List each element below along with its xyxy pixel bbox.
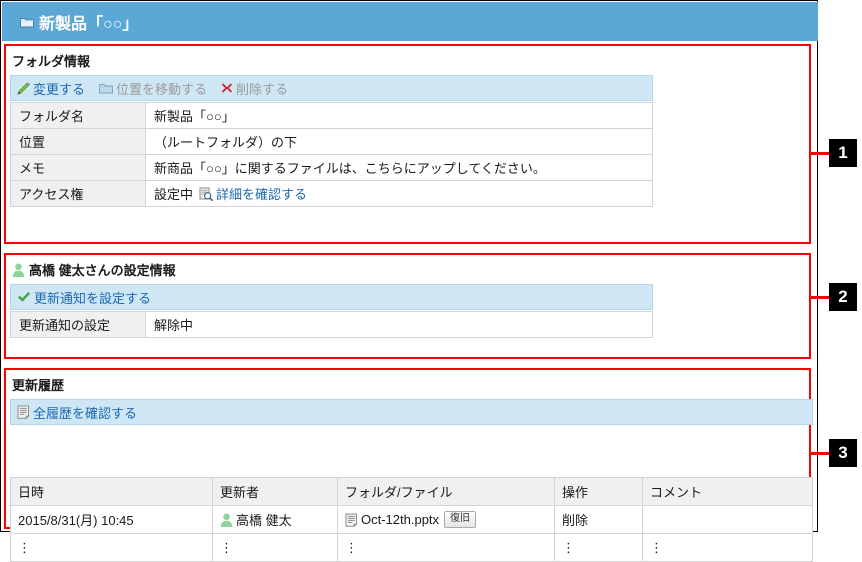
- folder-icon: [99, 83, 114, 94]
- table-row: ⋮ ⋮ ⋮ ⋮ ⋮: [10, 533, 813, 562]
- history-cell-file-ellipsis: ⋮: [337, 533, 555, 562]
- row-value-location: （ルートフォルダ）の下: [145, 128, 653, 155]
- action-view-all-history[interactable]: 全履歴を確認する: [17, 403, 137, 422]
- callout-1: 1: [829, 139, 857, 167]
- action-view-access-details-label: 詳細を確認する: [216, 187, 308, 202]
- file-doc-icon: [345, 513, 358, 527]
- history-col-updater: 更新者: [212, 477, 338, 506]
- user-icon: [220, 513, 233, 527]
- check-icon: [17, 291, 31, 303]
- callout-3: 3: [829, 439, 857, 467]
- history-cell-operation: 削除: [554, 505, 643, 534]
- action-move-folder-label: 位置を移動する: [116, 81, 208, 97]
- folder-info-table: フォルダ名 新製品「○○」 位置 （ルートフォルダ）の下 メモ 新商品「○○」に…: [10, 102, 653, 207]
- detail-search-icon: [199, 187, 214, 201]
- action-edit-folder[interactable]: 変更する: [17, 79, 85, 98]
- action-view-all-history-label: 全履歴を確認する: [33, 405, 138, 421]
- section-heading-update-history: 更新履歴: [12, 378, 65, 393]
- access-rights-status: 設定中: [154, 187, 194, 202]
- annotation-region-1: [4, 44, 811, 244]
- history-cell-comment-ellipsis: ⋮: [642, 533, 813, 562]
- history-cell-updater-name: 高橋 健太: [236, 513, 292, 528]
- table-row: 位置 （ルートフォルダ）の下: [10, 128, 653, 155]
- table-header-row: 日時 更新者 フォルダ/ファイル 操作 コメント: [10, 477, 813, 506]
- page-content: フォルダ情報 変更する: [2, 41, 818, 562]
- row-value-memo: 新商品「○○」に関するファイルは、こちらにアップしてください。: [145, 154, 653, 181]
- history-cell-updater: 高橋 健太: [212, 505, 338, 534]
- folder-info-action-bar: 変更する 位置を移動する 削除する: [10, 75, 653, 101]
- callout-leader-1: [809, 152, 830, 155]
- page-title-bar: 新製品「○○」: [2, 2, 818, 41]
- table-row: メモ 新商品「○○」に関するファイルは、こちらにアップしてください。: [10, 154, 653, 181]
- action-delete-folder-label: 削除する: [236, 81, 289, 97]
- callout-leader-3: [809, 452, 830, 455]
- table-row: アクセス権 設定中: [10, 180, 653, 207]
- section-heading-folder-info: フォルダ情報: [12, 54, 91, 69]
- history-cell-datetime: 2015/8/31(月) 10:45: [10, 505, 213, 534]
- page-title: 新製品「○○」: [39, 15, 139, 33]
- action-edit-folder-label: 変更する: [33, 81, 86, 97]
- section-heading-user-settings: 高橋 健太さんの設定情報: [12, 260, 176, 279]
- pencil-icon: [17, 81, 30, 95]
- folder-icon: [20, 17, 34, 28]
- annotation-region-2: [4, 253, 811, 359]
- action-delete-folder[interactable]: 削除する: [221, 79, 288, 98]
- action-set-update-notification-label: 更新通知を設定する: [34, 290, 152, 306]
- table-row: フォルダ名 新製品「○○」: [10, 102, 653, 129]
- history-col-operation: 操作: [554, 477, 643, 506]
- section-heading-user-settings-label: 高橋 健太さんの設定情報: [29, 263, 176, 278]
- row-label-memo: メモ: [10, 154, 146, 181]
- history-col-datetime: 日時: [10, 477, 213, 506]
- row-label-access-rights: アクセス権: [10, 180, 146, 207]
- action-view-access-details[interactable]: 詳細を確認する: [199, 184, 307, 203]
- update-history-action-bar: 全履歴を確認する: [10, 399, 813, 425]
- action-set-update-notification[interactable]: 更新通知を設定する: [17, 288, 151, 307]
- application-frame: 新製品「○○」 フォルダ情報 変更する: [0, 0, 818, 562]
- user-icon: [12, 263, 25, 277]
- update-history-table: 日時 更新者 フォルダ/ファイル 操作 コメント 2015/8/31(月) 10…: [10, 477, 813, 562]
- user-settings-table: 更新通知の設定 解除中: [10, 311, 653, 338]
- row-value-folder-name: 新製品「○○」: [145, 102, 653, 129]
- row-label-location: 位置: [10, 128, 146, 155]
- restore-button[interactable]: 復旧: [444, 511, 477, 528]
- history-cell-file: Oct-12th.pptx 復旧: [337, 505, 555, 534]
- row-value-notification-setting: 解除中: [145, 311, 653, 338]
- history-cell-file-name: Oct-12th.pptx: [361, 512, 440, 527]
- callout-2: 2: [829, 283, 857, 311]
- history-cell-updater-ellipsis: ⋮: [212, 533, 338, 562]
- delete-x-icon: [221, 82, 233, 94]
- row-label-notification-setting: 更新通知の設定: [10, 311, 146, 338]
- user-settings-action-bar: 更新通知を設定する: [10, 284, 653, 310]
- history-doc-icon: [17, 405, 30, 419]
- callout-leader-2: [809, 296, 830, 299]
- table-row: 更新通知の設定 解除中: [10, 311, 653, 338]
- action-move-folder[interactable]: 位置を移動する: [99, 79, 207, 98]
- row-label-folder-name: フォルダ名: [10, 102, 146, 129]
- history-cell-comment: [642, 505, 813, 534]
- history-cell-datetime-ellipsis: ⋮: [10, 533, 213, 562]
- history-col-folder-file: フォルダ/ファイル: [337, 477, 555, 506]
- history-col-comment: コメント: [642, 477, 813, 506]
- row-value-access-rights: 設定中 詳細を確認する: [145, 180, 653, 207]
- table-row: 2015/8/31(月) 10:45 高橋 健太: [10, 505, 813, 534]
- history-cell-operation-ellipsis: ⋮: [554, 533, 643, 562]
